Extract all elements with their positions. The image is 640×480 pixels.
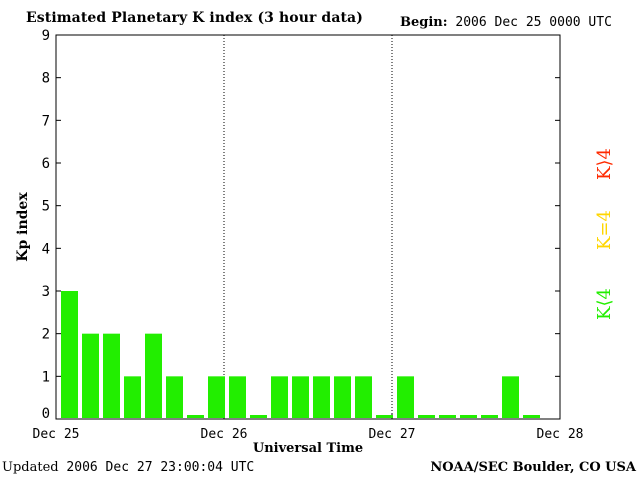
y-tick-label: 3 (42, 284, 50, 300)
kp-bar (61, 291, 78, 418)
y-tick-label: 0 (42, 406, 50, 422)
updated-info: Updated 2006 Dec 27 23:00:04 UTC (2, 460, 254, 475)
plot-frame (55, 34, 561, 420)
y-tick-label: 2 (42, 327, 50, 343)
legend-item: K⟨4 (594, 288, 615, 320)
kp-bar (124, 376, 141, 418)
kp-bar (376, 415, 393, 418)
kp-bar (271, 376, 288, 418)
legend-item: K⟩4 (594, 148, 615, 180)
kp-bar (439, 415, 456, 418)
y-tick-label: 1 (42, 369, 50, 385)
updated-label: Updated (2, 460, 59, 475)
y-tick-label: 5 (42, 199, 50, 215)
kp-bar (229, 376, 246, 418)
begin-value: 2006 Dec 25 0000 UTC (455, 15, 612, 30)
begin-info: Begin: 2006 Dec 25 0000 UTC (400, 15, 612, 30)
kp-bar (460, 415, 477, 418)
kp-bar (145, 333, 162, 418)
kp-bar (502, 376, 519, 418)
kp-bar (418, 415, 435, 418)
x-tick-label: Dec 26 (201, 427, 248, 442)
y-tick-label: 9 (42, 28, 50, 44)
y-tick-label: 4 (42, 241, 50, 257)
begin-label: Begin: (400, 15, 448, 30)
x-axis-label: Universal Time (253, 441, 363, 456)
chart-title: Estimated Planetary K index (3 hour data… (26, 10, 363, 26)
kp-bar (397, 376, 414, 418)
kp-bar (481, 415, 498, 418)
legend-item: K=4 (594, 210, 615, 250)
kp-bar (82, 333, 99, 418)
credit-text: NOAA/SEC Boulder, CO USA (430, 460, 636, 475)
kp-bar (208, 376, 225, 418)
kp-bar (355, 376, 372, 418)
kp-bar (250, 415, 267, 418)
updated-value: 2006 Dec 27 23:00:04 UTC (66, 460, 255, 475)
kp-bar (334, 376, 351, 418)
x-tick-label: Dec 27 (369, 427, 416, 442)
y-tick-label: 8 (42, 71, 50, 87)
x-tick-label: Dec 25 (33, 427, 80, 442)
kp-bar (292, 376, 309, 418)
kp-bar (103, 333, 120, 418)
kp-bar (187, 415, 204, 418)
kp-bar (313, 376, 330, 418)
y-tick-label: 6 (42, 156, 50, 172)
x-tick-label: Dec 28 (537, 427, 584, 442)
y-tick-label: 7 (42, 113, 50, 129)
y-axis-label: Kp index (15, 192, 31, 262)
kp-bar (523, 415, 540, 418)
kp-bar (166, 376, 183, 418)
